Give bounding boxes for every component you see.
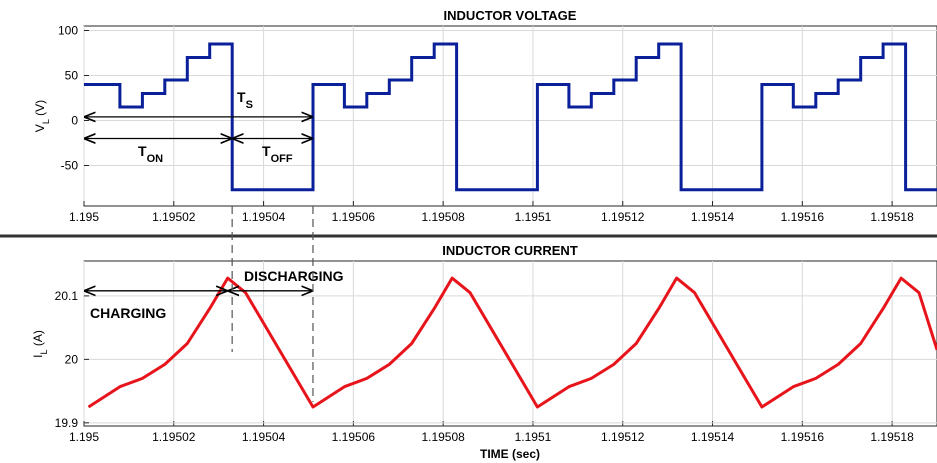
- current-x-tick-label: 1.1951: [515, 430, 552, 444]
- annotation-label-charging: CHARGING: [90, 305, 166, 321]
- voltage-x-tick-label: 1.19514: [691, 210, 735, 224]
- current-x-tick-label: 1.19506: [332, 430, 376, 444]
- current-series-line: [87, 276, 937, 409]
- period-guide-lines: [231, 206, 314, 402]
- current-chart: 1.195 1.19502 1.19504 1.19506 1.19508 1.1951 1…: [31, 243, 937, 461]
- voltage-x-tick-label: 1.19506: [332, 210, 376, 224]
- current-y-tick-label: 20.1: [55, 289, 79, 303]
- voltage-plot-area: [83, 25, 937, 207]
- voltage-tick-labels: 1.195 1.19502 1.19504 1.19506 1.19508 1.1951 1…: [58, 24, 914, 225]
- current-x-tick-label: 1.19518: [870, 430, 914, 444]
- voltage-chart-title: INDUCTOR VOLTAGE: [444, 8, 577, 23]
- current-x-tick-label: 1.19502: [152, 430, 196, 444]
- current-y-axis-label: IL (A): [31, 330, 49, 358]
- voltage-chart: 1.195 1.19502 1.19504 1.19506 1.19508 1.1951 1…: [33, 8, 937, 224]
- current-chart-title: INDUCTOR CURRENT: [442, 243, 578, 258]
- current-x-tick-label: 1.19504: [242, 430, 286, 444]
- current-x-tick-label: 1.19512: [601, 430, 645, 444]
- current-x-tick-label: 1.195: [69, 430, 99, 444]
- voltage-x-tick-label: 1.19512: [601, 210, 645, 224]
- current-annotations: CHARGING DISCHARGING: [85, 268, 344, 321]
- annotation-label-ts: TS: [237, 89, 253, 111]
- annotation-label-toff: TOFF: [262, 143, 293, 165]
- current-x-tick-label: 1.19508: [421, 430, 465, 444]
- voltage-y-tick-label: 0: [71, 114, 78, 128]
- voltage-y-tick-label: 50: [65, 69, 79, 83]
- voltage-x-tick-label: 1.19508: [421, 210, 465, 224]
- voltage-y-tick-label: -50: [61, 159, 79, 173]
- voltage-x-tick-label: 1.19518: [870, 210, 914, 224]
- current-y-tick-label: 19.9: [55, 416, 79, 430]
- voltage-annotations: TS TON TOFF: [85, 89, 312, 165]
- current-y-tick-label: 20: [65, 352, 79, 366]
- voltage-series-line: [84, 42, 937, 192]
- current-x-tick-label: 1.19514: [691, 430, 735, 444]
- current-x-tick-label: 1.19516: [781, 430, 825, 444]
- voltage-x-tick-label: 1.19504: [242, 210, 286, 224]
- voltage-y-tick-label: 100: [58, 24, 78, 38]
- voltage-x-tick-label: 1.1951: [515, 210, 552, 224]
- voltage-x-tick-label: 1.195: [69, 210, 99, 224]
- voltage-y-axis-label: VL (V): [33, 100, 51, 132]
- current-plot-area: [83, 260, 937, 427]
- annotation-label-discharging: DISCHARGING: [244, 268, 344, 284]
- voltage-x-tick-label: 1.19502: [152, 210, 196, 224]
- x-axis-label: TIME (sec): [480, 447, 540, 461]
- current-tick-labels: 1.195 1.19502 1.19504 1.19506 1.19508 1.1951 1…: [55, 289, 914, 444]
- annotation-label-ton: TON: [138, 143, 163, 165]
- voltage-grid: [83, 26, 937, 206]
- voltage-x-tick-label: 1.19516: [781, 210, 825, 224]
